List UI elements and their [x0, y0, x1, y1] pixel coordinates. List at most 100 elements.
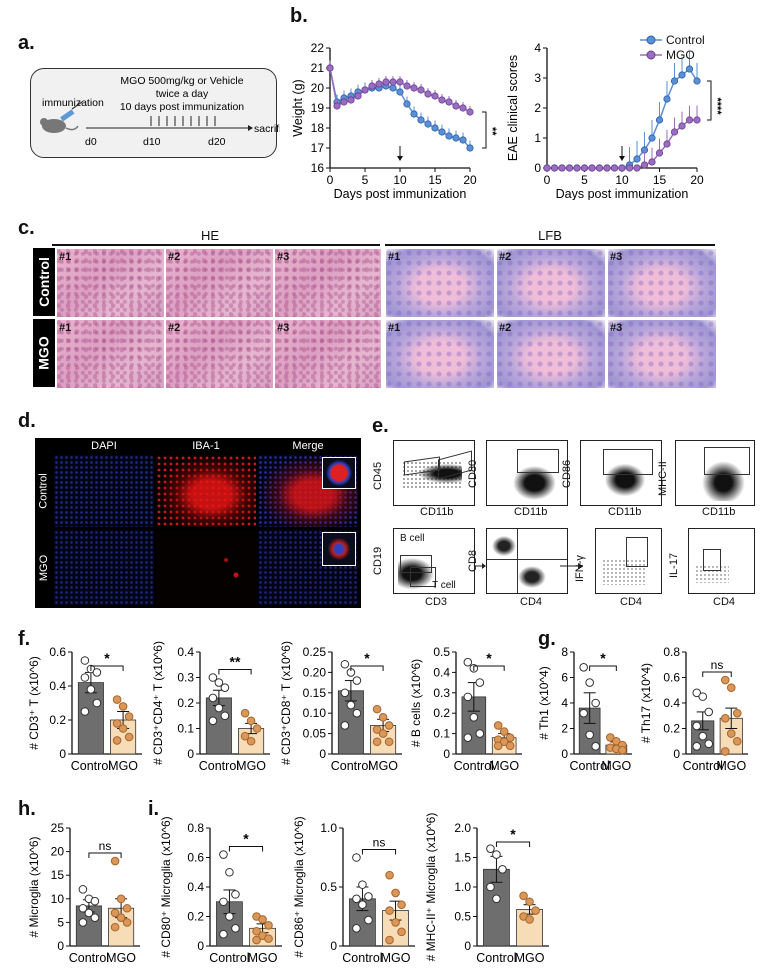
- y-tick-label: 0.4: [433, 665, 450, 679]
- data-point: [214, 678, 224, 687]
- data-point: [333, 102, 341, 110]
- significance-bracket: [228, 846, 264, 852]
- data-point: [86, 685, 96, 694]
- data-point: [326, 64, 334, 72]
- y-tick-label: 0.5: [320, 880, 337, 894]
- data-point: [372, 725, 382, 734]
- y-tick-label: 2.0: [454, 821, 471, 835]
- data-point: [340, 98, 348, 106]
- panel-label-d: d.: [18, 410, 36, 432]
- x-category-label: MGO: [601, 759, 631, 773]
- lfb-control-3: #3: [607, 248, 717, 318]
- sacrificed-label: sacrified: [254, 123, 280, 135]
- flow-axis-cd11b: CD11b: [702, 506, 736, 518]
- data-point: [452, 102, 460, 110]
- day-20-label: d20: [208, 136, 226, 148]
- significance-bracket: [589, 665, 617, 671]
- sample-label: #3: [277, 322, 290, 334]
- data-point: [358, 900, 367, 909]
- data-point: [692, 688, 702, 698]
- data-point: [252, 935, 261, 945]
- he-mgo-3: #3: [274, 319, 382, 389]
- mouse-icon: [40, 118, 79, 133]
- significance-bracket: [88, 852, 122, 859]
- y-tick-label: 25: [51, 821, 65, 835]
- y-tick-label: 0.25: [303, 645, 327, 659]
- flow-il17-cd4: [688, 528, 755, 594]
- flow-scatter: [507, 461, 557, 501]
- data-point: [258, 915, 267, 924]
- x-axis-label: Days post immunization: [334, 187, 467, 200]
- significance-marker: ns: [373, 836, 386, 850]
- data-point: [445, 132, 453, 140]
- flow-quadrant-v: [517, 529, 518, 593]
- x-category-label: Control: [69, 951, 109, 965]
- y-tick-label: 0: [673, 747, 680, 761]
- x-category-label: MGO: [381, 951, 411, 965]
- data-point: [391, 918, 400, 927]
- data-point: [591, 742, 600, 751]
- immunization-label: immunization: [42, 97, 104, 109]
- panel-label-h: h.: [18, 798, 36, 820]
- data-point: [678, 122, 686, 130]
- y-tick-label: 0: [330, 939, 337, 953]
- data-point: [732, 736, 742, 746]
- data-point: [385, 870, 394, 880]
- significance-bracket: [473, 665, 505, 671]
- data-point: [385, 935, 394, 945]
- data-point: [603, 164, 611, 172]
- y-tick-label: 22: [311, 41, 325, 55]
- y-axis-label: # MHC-II⁺ Microglia (x10^6): [425, 813, 438, 962]
- lfb-control-1: #1: [385, 248, 495, 318]
- he-control-3: #3: [274, 248, 382, 318]
- data-point: [463, 657, 473, 667]
- data-point: [116, 894, 126, 904]
- data-point: [352, 894, 361, 904]
- he-title: HE: [200, 228, 220, 243]
- y-tick-label: 0.5: [454, 910, 471, 924]
- y-tick-label: 3: [534, 71, 541, 85]
- panel-label-f: f.: [18, 628, 31, 650]
- flow-axis-cd11b: CD11b: [608, 506, 642, 518]
- data-point: [486, 882, 495, 892]
- x-tick-label: 10: [615, 173, 629, 187]
- y-tick-label: 0.2: [187, 910, 204, 924]
- data-point: [720, 714, 730, 723]
- data-point: [486, 844, 495, 853]
- flow-cd8-cd4: [486, 528, 568, 594]
- data-point: [372, 704, 382, 714]
- y-tick-label: 0: [197, 939, 204, 953]
- significance-marker: *: [243, 831, 249, 847]
- data-point: [384, 737, 394, 747]
- data-point: [492, 894, 501, 904]
- data-point: [90, 913, 100, 922]
- data-point: [219, 850, 228, 859]
- bar-chart-cd86-microglia: 0 0.5 1.0 # CD86⁺ Microglia (x10^6) ControlM…: [293, 816, 415, 965]
- data-point: [525, 897, 534, 907]
- data-point: [112, 719, 122, 728]
- flow-b-cell-label: B cell: [400, 533, 425, 544]
- significance-marker: *: [600, 650, 606, 666]
- syringe-icon: [60, 101, 83, 122]
- flow-axis-cd45: CD45: [372, 461, 384, 490]
- sample-label: #2: [168, 251, 181, 263]
- flow-axis-ifng: IFN-γ: [574, 555, 586, 582]
- data-point: [78, 903, 88, 913]
- data-point: [264, 934, 273, 943]
- day-0-label: d0: [85, 136, 97, 148]
- flow-scatter: [602, 559, 646, 585]
- y-tick-label: 0.2: [663, 722, 680, 736]
- data-point: [588, 164, 596, 172]
- lfb-mgo-2: #2: [496, 319, 606, 389]
- y-tick-label: 0.1: [177, 722, 194, 736]
- y-tick-label: 0.6: [187, 851, 204, 865]
- data-point: [663, 140, 671, 148]
- data-point: [112, 695, 122, 704]
- data-point: [625, 164, 634, 172]
- significance-bracket: [495, 841, 531, 847]
- sample-label: #3: [610, 251, 623, 263]
- y-tick-label: 0.8: [187, 821, 204, 835]
- y-tick-label: 0.15: [303, 686, 327, 700]
- y-axis-label: # B cells (x10^6): [410, 659, 423, 747]
